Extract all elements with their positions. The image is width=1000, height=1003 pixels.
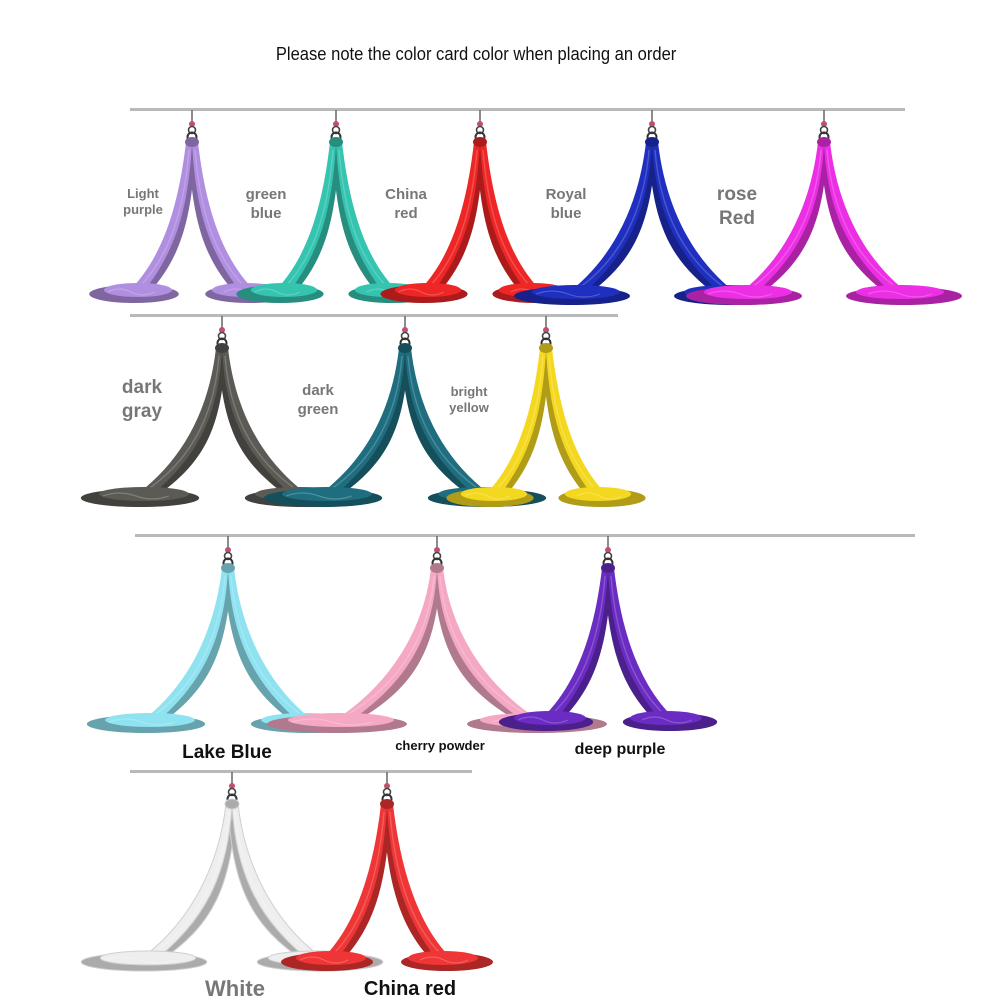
hanging-rail	[135, 534, 915, 537]
silk-bright-yellow	[446, 316, 646, 507]
label-line: Light	[127, 186, 159, 201]
hanging-rail	[130, 108, 905, 111]
silk-rose-red	[686, 110, 962, 305]
label-line: deep purple	[574, 741, 666, 758]
silk-dark-gray	[80, 316, 364, 507]
label-line: Lake Blue	[182, 742, 272, 763]
label-dark-green: dark green	[288, 382, 348, 420]
label-line: blue	[550, 204, 582, 222]
label-china-red: China red	[376, 186, 436, 224]
label-bright-yellow: bright yellow	[440, 384, 498, 417]
label-lake-blue: Lake Blue	[170, 741, 284, 765]
label-line: rose	[716, 184, 758, 205]
label-line: yellow	[449, 400, 489, 416]
label-line: China	[385, 186, 427, 203]
label-royal-blue: Royal blue	[536, 186, 596, 224]
label-line: green	[297, 400, 339, 418]
label-line: red	[394, 204, 418, 222]
hanging-rail	[130, 770, 472, 773]
label-green-blue: green blue	[236, 186, 296, 224]
label-rose-red: rose Red	[705, 183, 769, 231]
label-deep-purple: deep purple	[560, 740, 680, 760]
hanging-rail	[130, 314, 618, 317]
label-line: China red	[363, 978, 457, 1000]
label-line: cherry powder	[395, 738, 485, 753]
order-note: Please note the color card color when pl…	[275, 44, 677, 64]
label-dark-gray: dark gray	[112, 376, 172, 424]
label-china-red-2: China red	[350, 977, 470, 1002]
silk-lake-blue	[86, 536, 370, 733]
label-line: White	[205, 976, 265, 1001]
label-line: Red	[719, 207, 755, 229]
label-line: blue	[250, 204, 282, 222]
label-line: dark	[121, 377, 163, 398]
label-line: green	[245, 186, 287, 203]
label-line: purple	[123, 202, 163, 218]
silk-deep-purple	[498, 536, 718, 731]
silk-china-red	[380, 110, 580, 303]
label-line: bright	[450, 384, 488, 399]
label-line: Royal	[545, 186, 587, 203]
label-line: dark	[302, 382, 334, 399]
silk-china-red-2	[281, 772, 493, 971]
label-light-purple: Light purple	[108, 186, 178, 219]
label-line: gray	[121, 400, 163, 422]
label-white: White	[180, 975, 290, 1003]
label-cherry-powder: cherry powder	[380, 738, 500, 754]
